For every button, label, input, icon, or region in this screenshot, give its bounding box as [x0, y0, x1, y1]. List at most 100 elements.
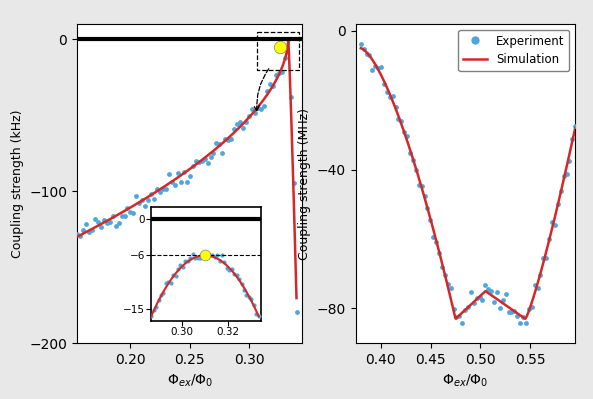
Point [469, 300, 479, 306]
Point [275, 43, 285, 50]
Point [244, 294, 254, 300]
Point [135, 200, 144, 207]
Point [197, 158, 206, 164]
Point [518, 314, 528, 320]
Point [414, 182, 423, 188]
Point [229, 126, 239, 132]
Point [249, 302, 259, 308]
Point [227, 266, 237, 273]
Point [449, 306, 458, 312]
Point [167, 178, 177, 185]
Point [400, 128, 409, 135]
Point [417, 183, 426, 189]
Point [117, 212, 126, 219]
Point [102, 220, 111, 227]
X-axis label: $\Phi_{ex}/\Phi_0$: $\Phi_{ex}/\Phi_0$ [442, 372, 489, 389]
Point [443, 281, 452, 287]
Point [431, 239, 441, 245]
Point [371, 62, 380, 69]
Point [498, 297, 508, 303]
Point [149, 307, 158, 313]
Point [568, 135, 577, 142]
Point [259, 103, 269, 109]
Point [138, 197, 147, 203]
Point [194, 158, 203, 165]
Point [179, 169, 189, 175]
Point [559, 173, 568, 179]
Point [382, 88, 391, 95]
Point [152, 186, 162, 192]
Point [195, 255, 205, 261]
Point [405, 150, 415, 156]
Point [250, 110, 260, 117]
Point [120, 213, 129, 219]
Point [547, 219, 557, 225]
Point [168, 272, 178, 278]
Point [254, 312, 263, 319]
Point [212, 252, 222, 258]
Point [176, 179, 186, 185]
Point [521, 320, 531, 327]
Point [219, 259, 229, 265]
Point [530, 282, 540, 288]
Point [161, 280, 171, 286]
Point [277, 69, 286, 75]
Point [234, 276, 244, 282]
Point [408, 157, 417, 164]
Point [489, 298, 499, 305]
Point [222, 265, 232, 271]
Point [440, 272, 449, 278]
Point [420, 193, 429, 200]
Point [78, 227, 88, 233]
Point [227, 136, 236, 142]
Point [218, 149, 227, 156]
Point [256, 106, 266, 113]
Y-axis label: Coupling strength (MHz): Coupling strength (MHz) [298, 108, 311, 259]
Point [212, 140, 221, 146]
Point [185, 173, 195, 179]
Point [241, 119, 251, 125]
Y-axis label: Coupling strength (kHz): Coupling strength (kHz) [11, 109, 24, 258]
Point [209, 150, 218, 156]
Point [403, 132, 412, 139]
Point [356, 41, 365, 47]
Point [208, 251, 217, 258]
Point [229, 271, 239, 277]
Point [274, 70, 283, 76]
Point [394, 116, 403, 122]
Point [72, 231, 82, 237]
Point [463, 304, 473, 310]
Point [170, 182, 180, 188]
Point [215, 141, 224, 147]
Point [200, 156, 209, 163]
Point [217, 252, 227, 258]
Point [126, 209, 135, 215]
Point [238, 125, 248, 131]
Point [553, 201, 563, 207]
Point [475, 294, 484, 300]
Point [81, 221, 91, 227]
Point [251, 310, 261, 317]
Point [289, 180, 298, 186]
Point [90, 216, 100, 222]
Point [183, 257, 193, 264]
Point [164, 279, 173, 286]
Point [96, 223, 106, 230]
Point [541, 255, 551, 261]
Point [437, 264, 447, 270]
Point [111, 223, 120, 229]
Point [129, 210, 138, 216]
Point [377, 64, 386, 71]
Point [173, 170, 183, 176]
Point [550, 222, 560, 229]
Point [385, 93, 394, 100]
Point [501, 290, 511, 297]
Point [247, 295, 256, 302]
Point [247, 106, 257, 112]
Point [486, 288, 496, 294]
Point [173, 265, 183, 272]
Legend: Experiment, Simulation: Experiment, Simulation [458, 30, 569, 71]
Point [466, 288, 476, 295]
Point [271, 72, 280, 79]
Point [478, 297, 487, 303]
